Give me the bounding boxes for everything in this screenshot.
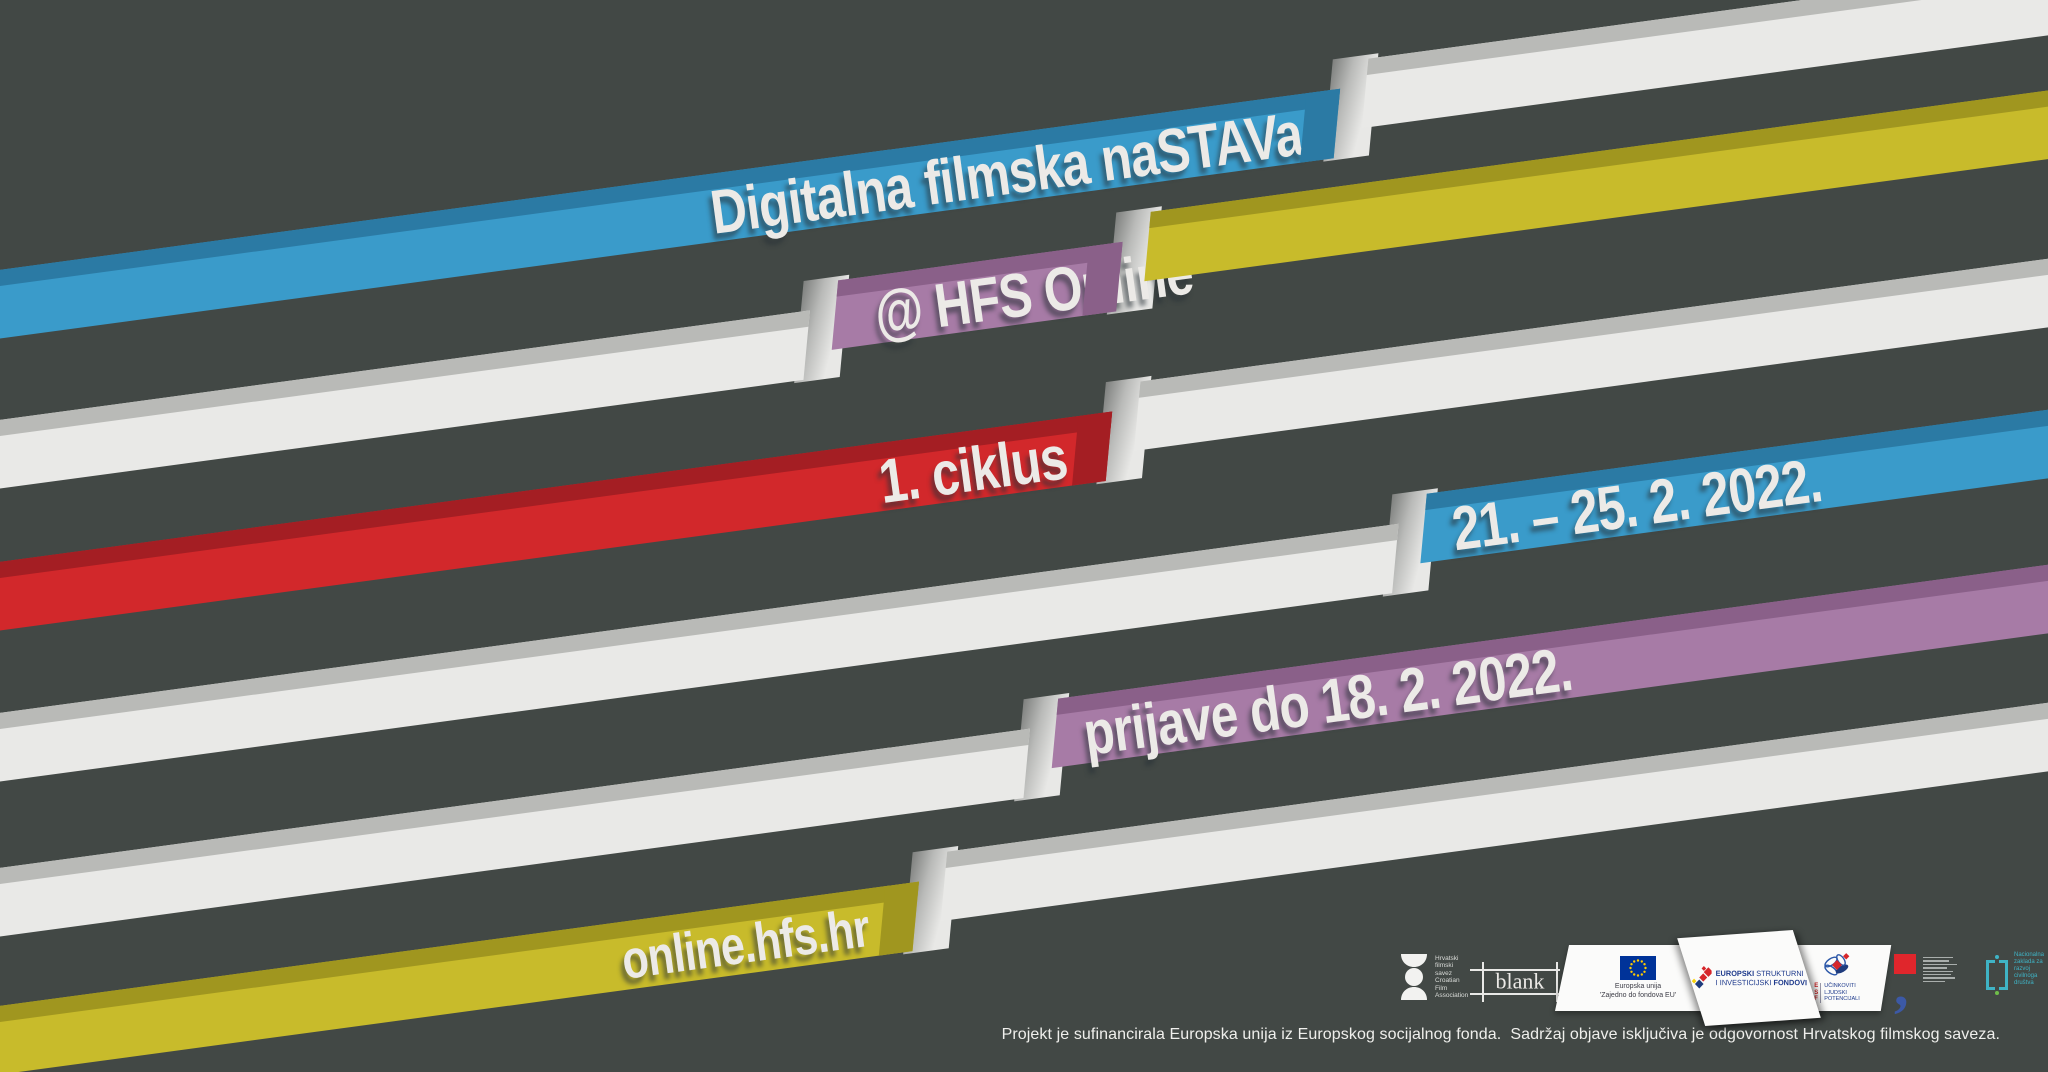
- ministry-logo: ,: [1894, 954, 1957, 1015]
- hfs-logo-text: Hrvatski filmski savez Croatian Film Ass…: [1435, 954, 1468, 1000]
- esf-text-line: UČINKOVITI: [1824, 983, 1856, 990]
- esf-caption: E S F UČINKOVITI LJUDSKI POTENCIJALI: [1814, 983, 1860, 1003]
- eu-funding-banner: Europska unija 'Zajedno do fondova EU': [1554, 929, 1892, 1027]
- nzrcd-line: društva: [2014, 980, 2034, 986]
- esif-line2-rest: I INVESTICIJSKI: [1715, 977, 1774, 988]
- eu-flag-icon: [1620, 956, 1656, 980]
- hfs-line: Association: [1435, 992, 1469, 999]
- nzrcd-line: razvoj: [2014, 966, 2031, 972]
- nzrcd-logo: Nacionalna zaklada za razvoj civilnoga d…: [1986, 952, 2044, 995]
- blank-frame-bar: [1482, 962, 1484, 1002]
- hfs-line: Croatian: [1435, 977, 1460, 984]
- hfs-line: savez: [1435, 969, 1452, 977]
- hfs-line: Hrvatski: [1435, 954, 1459, 962]
- esif-caption: EUROPSKI STRUKTURNI I INVESTICIJSKI FOND…: [1716, 969, 1807, 987]
- hfs-line: Film: [1435, 984, 1448, 992]
- eu-flag-panel: Europska unija 'Zajedno do fondova EU': [1554, 945, 1722, 1011]
- esif-panel: EUROPSKI STRUKTURNI I INVESTICIJSKI FOND…: [1677, 929, 1821, 1027]
- eu-flag-caption-line1: Europska unija: [1614, 983, 1662, 990]
- ministry-fine-print: [1923, 954, 1957, 1006]
- esif-line1-bold: EUROPSKI: [1715, 968, 1755, 979]
- blank-frame-line: [1470, 969, 1560, 971]
- eu-flag-caption: Europska unija 'Zajedno do fondova EU': [1600, 983, 1676, 1000]
- esf-text-line: POTENCIJALI: [1824, 996, 1860, 1003]
- nzrcd-line: zaklada za: [2014, 959, 2043, 965]
- esif-line2-bold: FONDOVI: [1773, 978, 1808, 988]
- nzrcd-line: civilnoga: [2014, 973, 2038, 979]
- esif-line1-rest: STRUKTURNI: [1754, 968, 1804, 979]
- funding-disclaimer: Projekt je sufinancirala Europska unija …: [1001, 1026, 2000, 1043]
- blank-logo-label: blank: [1495, 968, 1545, 994]
- ministry-mark-icon: ,: [1894, 954, 1916, 1015]
- nzrcd-line: Nacionalna: [2014, 952, 2045, 958]
- blank-frame-bar: [1556, 962, 1558, 1002]
- nzrcd-brackets-icon: [1986, 955, 2008, 995]
- blank-frame-line: [1470, 993, 1560, 995]
- esf-panel: E S F UČINKOVITI LJUDSKI POTENCIJALI: [1782, 945, 1892, 1011]
- hfs-logo: Hrvatski filmski savez Croatian Film Ass…: [1400, 954, 1468, 1000]
- esif-diamonds-icon: [1691, 966, 1712, 989]
- hfs-film-reel-icon: [1401, 954, 1427, 1000]
- eu-flag-caption-line2: 'Zajedno do fondova EU': [1599, 991, 1677, 999]
- esf-flower-icon: [1824, 953, 1850, 976]
- hfs-line: filmski: [1435, 962, 1454, 969]
- blank-logo: blank: [1468, 962, 1562, 1002]
- nzrcd-caption: Nacionalna zaklada za razvoj civilnoga d…: [2014, 952, 2044, 992]
